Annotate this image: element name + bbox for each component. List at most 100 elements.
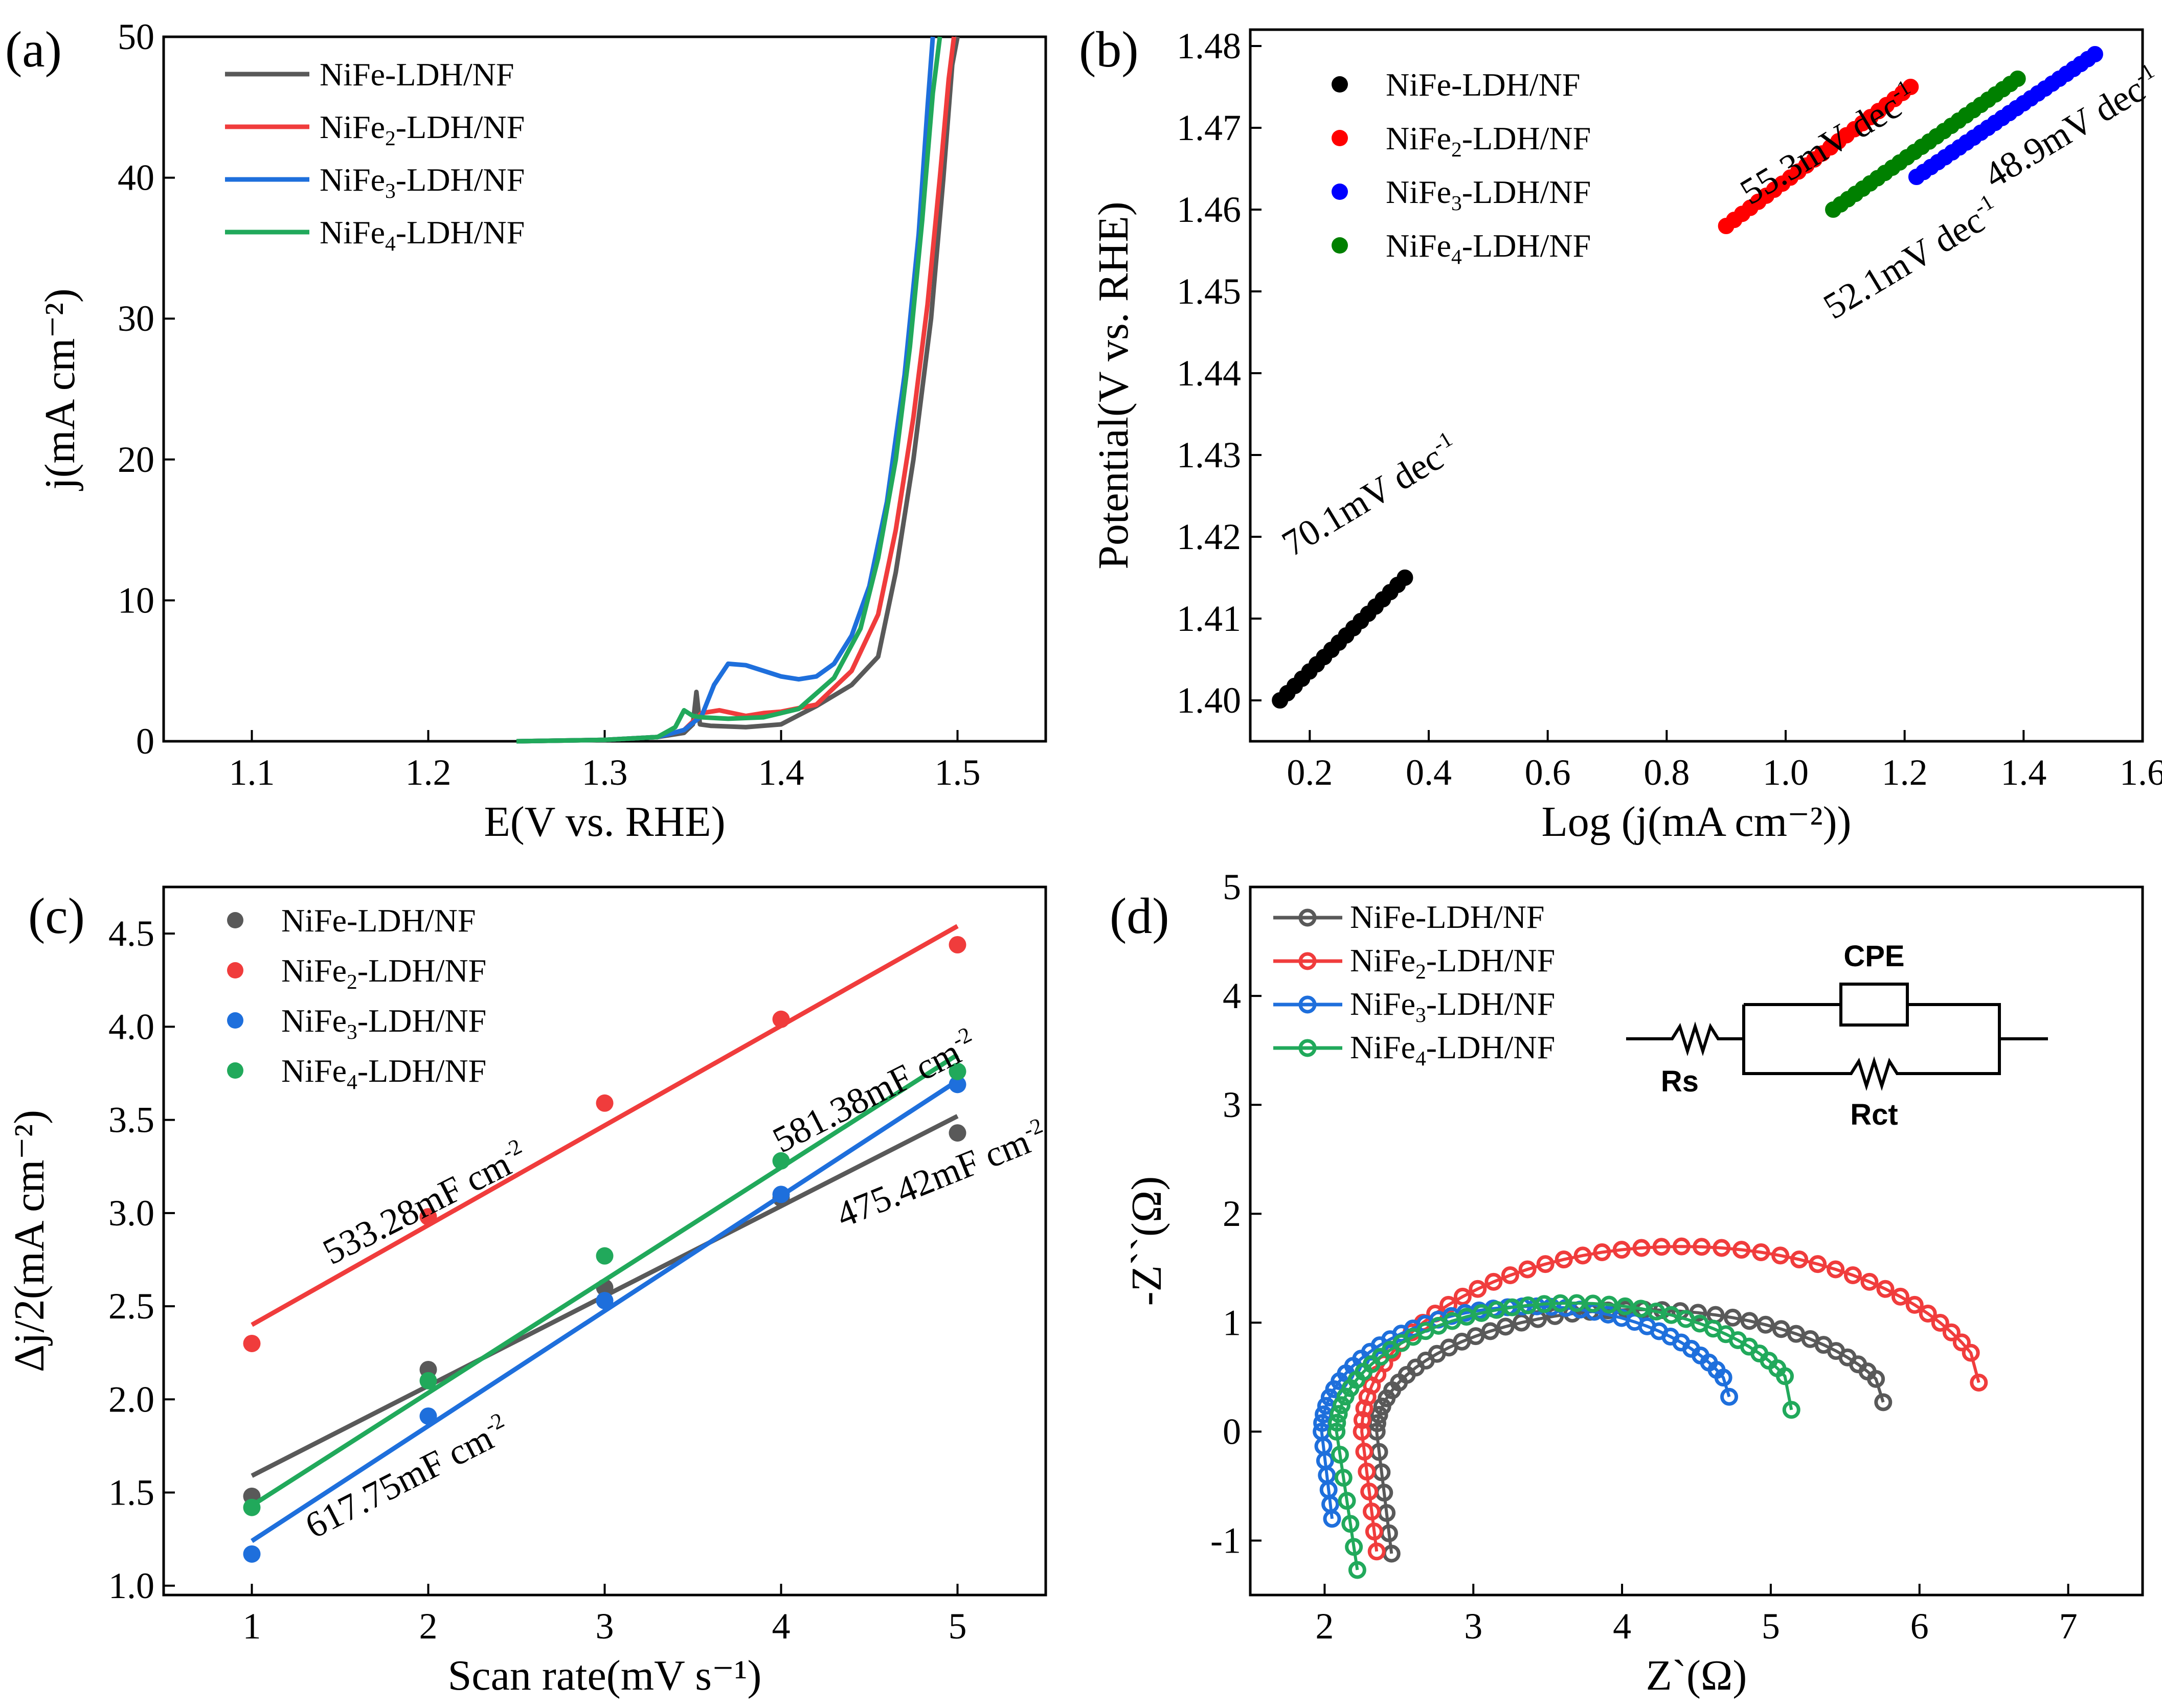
x-tick-label: 0.8 xyxy=(1643,752,1690,793)
legend-label: NiFe-LDH/NF xyxy=(1386,66,1580,103)
data-point xyxy=(596,1247,614,1265)
data-point xyxy=(596,1292,614,1310)
x-axis-title: Log (j(mA cm⁻²)) xyxy=(1541,798,1851,846)
data-point xyxy=(949,1124,966,1142)
data-point xyxy=(2086,46,2103,62)
equivalent-circuit: CPE Rs Rct xyxy=(1626,940,2048,1131)
data-point xyxy=(1827,1260,1845,1279)
data-point xyxy=(1584,1294,1602,1313)
data-point xyxy=(1790,1250,1809,1269)
data-point xyxy=(1723,1308,1742,1327)
legend-label: NiFe3-LDH/NF xyxy=(320,162,525,202)
y-axis-title: Potential(V vs. RHE) xyxy=(1090,201,1137,569)
data-point xyxy=(1453,1287,1472,1306)
data-point xyxy=(2009,71,2026,87)
data-point xyxy=(1338,1492,1356,1510)
data-point xyxy=(1360,1483,1379,1501)
y-tick-label: 1.42 xyxy=(1177,516,1241,557)
rs-resistor xyxy=(1626,1021,1744,1057)
data-point xyxy=(1484,1272,1503,1291)
x-tick-label: 4 xyxy=(1613,1606,1631,1647)
y-tick-label: -1 xyxy=(1210,1520,1241,1561)
y-tick-label: 40 xyxy=(118,157,154,198)
legend-label: NiFe4-LDH/NF xyxy=(281,1053,486,1094)
data-point xyxy=(1612,1241,1631,1259)
y-tick-label: 1.40 xyxy=(1177,680,1241,721)
rct-label: Rct xyxy=(1850,1098,1898,1131)
data-point xyxy=(1573,1246,1592,1265)
x-tick-label: 6 xyxy=(1910,1606,1929,1647)
x-tick-label: 1 xyxy=(243,1606,261,1647)
legend-marker xyxy=(1332,237,1348,254)
plot-frame xyxy=(1249,885,2144,1597)
data-point xyxy=(949,1076,966,1094)
data-point xyxy=(1952,1333,1971,1352)
legend-marker xyxy=(1332,76,1348,93)
data-point xyxy=(772,1186,790,1203)
x-tick-label: 1.0 xyxy=(1763,752,1809,793)
y-tick-label: 3 xyxy=(1223,1084,1241,1125)
legend-label: NiFe2-LDH/NF xyxy=(281,952,486,993)
x-tick-label: 7 xyxy=(2059,1606,2078,1647)
x-tick-label: 3 xyxy=(1464,1606,1482,1647)
data-point xyxy=(1672,1237,1691,1256)
y-tick-label: 1.46 xyxy=(1177,189,1241,230)
data-point xyxy=(1331,1445,1349,1464)
legend-label: NiFe-LDH/NF xyxy=(320,56,514,93)
data-point xyxy=(243,1498,261,1516)
x-tick-label: 1.5 xyxy=(935,752,981,793)
data-point xyxy=(1330,1405,1348,1423)
data-point xyxy=(1713,1239,1731,1257)
legend-marker xyxy=(1298,952,1317,970)
data-point xyxy=(1919,1304,1937,1323)
data-point xyxy=(1327,1422,1346,1441)
y-tick-label: 5 xyxy=(1223,867,1241,907)
legend-label: NiFe3-LDH/NF xyxy=(281,1003,486,1043)
data-point xyxy=(1714,1369,1732,1387)
data-point xyxy=(1341,1515,1360,1533)
data-point xyxy=(1874,1393,1893,1411)
data-point xyxy=(1355,1399,1373,1418)
data-point xyxy=(1481,1322,1499,1340)
y-axis-title: Δj/2(mA cm⁻²) xyxy=(6,1110,53,1372)
panel-label-d: (d) xyxy=(1110,887,1169,944)
legend-marker xyxy=(1298,1039,1317,1057)
panel-label-c: (c) xyxy=(28,887,85,944)
capacitance-annotation: 581.38mF cm-2 xyxy=(766,1022,983,1160)
data-point xyxy=(1752,1243,1770,1262)
y-tick-label: 50 xyxy=(118,16,154,57)
data-point xyxy=(419,1372,437,1390)
data-point xyxy=(419,1407,437,1425)
y-tick-label: 0 xyxy=(1223,1411,1241,1452)
capacitance-annotation: 533.28mF cm-2 xyxy=(316,1134,533,1272)
slope-annotation: 70.1mV dec-1 xyxy=(1275,427,1466,564)
data-point xyxy=(1345,1538,1363,1556)
data-point xyxy=(1593,1243,1611,1262)
x-axis-title: Z`(Ω) xyxy=(1646,1652,1747,1699)
data-point xyxy=(1363,1502,1381,1521)
panel-label-b: (b) xyxy=(1079,21,1139,78)
data-point xyxy=(1652,1238,1671,1256)
series-line xyxy=(516,36,957,744)
y-tick-label: 1.48 xyxy=(1177,26,1241,66)
legend-marker xyxy=(227,962,243,978)
data-point xyxy=(772,1010,790,1028)
data-point xyxy=(1772,1320,1790,1338)
panel-b: 0.2 0.4 0.6 0.8 1.0 1.2 1.4 1.6 1.40 1.41 1.42 1.43… xyxy=(1090,26,2162,846)
y-tick-label: 20 xyxy=(118,439,154,480)
cpe-label: CPE xyxy=(1843,940,1904,973)
y-tick-label: 4 xyxy=(1223,975,1241,1016)
data-point xyxy=(1334,1469,1353,1487)
data-point xyxy=(1740,1312,1759,1330)
series-line xyxy=(516,36,942,744)
nyquist-line xyxy=(1335,1301,1793,1570)
y-tick-label: 1.44 xyxy=(1177,353,1241,394)
data-point xyxy=(1358,1463,1376,1481)
legend-marker xyxy=(227,912,243,928)
data-point xyxy=(1439,1295,1458,1314)
data-point xyxy=(1496,1317,1515,1336)
data-point xyxy=(1756,1315,1775,1334)
y-tick-label: 1.5 xyxy=(108,1472,154,1513)
data-point xyxy=(1333,1396,1351,1415)
